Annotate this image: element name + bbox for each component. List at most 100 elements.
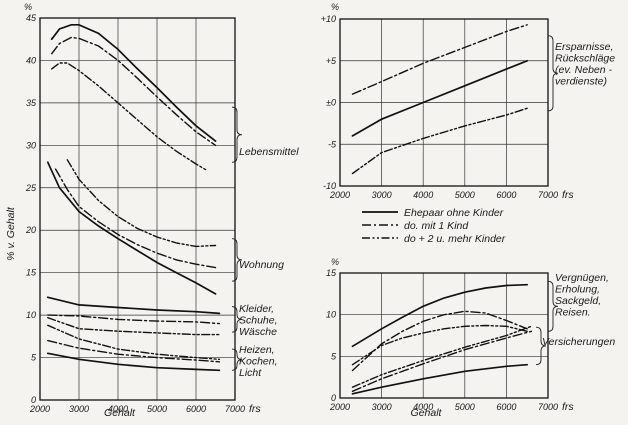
y-unit-label: % <box>24 2 32 12</box>
y-tick-label: ±0 <box>326 98 336 108</box>
y-tick-label: 15 <box>326 268 337 278</box>
grid <box>39 17 236 401</box>
series-line-dashdotdot <box>351 107 528 175</box>
series-line-solid <box>351 363 529 395</box>
x-axis-label: Gehalt <box>104 407 136 419</box>
series-line-dashdotdot <box>66 159 217 248</box>
y-tick-label: 10 <box>26 310 36 320</box>
series-line-dashdotdot <box>51 62 209 172</box>
x-tick-label: 5000 <box>147 404 167 414</box>
series-line-dashdot <box>351 330 533 392</box>
y-unit-label: % <box>331 257 339 267</box>
x-tick-label: 5000 <box>455 402 475 412</box>
y-tick-label: 15 <box>26 268 37 278</box>
series-group: Ersparnisse, Rückschläge (ev. Neben -verdi… <box>351 24 615 175</box>
y-tick-label: 5 <box>31 353 37 363</box>
plot-frame <box>339 272 549 399</box>
y-tick-label: +10 <box>321 14 336 24</box>
series-line-dashdotdot <box>351 325 533 388</box>
legend-label: Ehepaar ohne Kinder <box>404 207 504 219</box>
group-label: Versicherungen <box>542 336 615 348</box>
x-tick-label: 4000 <box>108 404 128 414</box>
y-tick-label: 35 <box>26 98 37 108</box>
series-group: Versicherungen <box>351 325 615 395</box>
x-tick-label: 4000 <box>413 190 433 200</box>
y-axis-label: % v. Gehalt <box>5 206 17 261</box>
series-line-dashdot <box>47 314 221 325</box>
panel-bottom-right: 2000 3000 4000 5000 6000 7000 frs 0 5 10 15% Gehalt… <box>326 257 615 419</box>
x-tick-label: 7000 <box>538 190 558 200</box>
group-label: Lebensmittel <box>239 146 299 158</box>
y-tick-label: 25 <box>25 183 37 193</box>
group-label: Kleider, Schuhe, Wäsche <box>239 303 278 338</box>
y-tick-label: -5 <box>328 139 337 149</box>
group-brace <box>231 306 243 333</box>
group-brace <box>231 106 243 163</box>
series-group: Vergnügen, Erholung, Sackgeld, Reisen. <box>351 272 609 372</box>
x-tick-label: 7000 <box>225 404 245 414</box>
x-tick-label: 2000 <box>329 190 350 200</box>
group-label: Ersparnisse, Rückschläge (ev. Neben -verdi… <box>555 41 615 88</box>
x-tick-label: 3000 <box>372 402 392 412</box>
group-brace <box>547 280 559 332</box>
x-tick-label: 6000 <box>186 404 206 414</box>
series-line-dashdot <box>47 339 221 363</box>
series-group: Wohnung <box>46 159 284 295</box>
y-unit-label: % <box>331 2 339 12</box>
y-tick-label: +5 <box>326 56 337 66</box>
series-line-dashdot <box>351 310 528 372</box>
panel-top-right: 2000 3000 4000 5000 6000 7000 frs -10 -5 ±0 +5 +10%… <box>321 2 616 201</box>
y-tick-label: 10 <box>326 310 336 320</box>
y-tick-label: 45 <box>26 13 37 23</box>
panel-left: 2000 3000 4000 5000 6000 7000 frs 0 5 10 15 20 25 30 3… <box>5 2 299 419</box>
y-tick-label: -10 <box>323 181 336 191</box>
y-tick-label: 20 <box>25 225 36 235</box>
x-tick-label: 4000 <box>413 402 433 412</box>
x-tick-label: 2000 <box>329 402 350 412</box>
x-tick-label: 3000 <box>372 190 392 200</box>
group-brace <box>231 348 243 371</box>
legend-label: do + 2 u. mehr Kinder <box>404 233 506 245</box>
series-line-solid <box>351 283 529 348</box>
group-brace <box>231 238 243 282</box>
y-tick-label: 0 <box>331 393 336 403</box>
series-group: Kleider, Schuhe, Wäsche <box>46 296 278 338</box>
series-line-dashdotdot <box>47 324 221 360</box>
series-line-dashdotdot <box>47 317 221 336</box>
series-group: Heizen, Kochen, Licht <box>46 324 278 379</box>
y-tick-label: 0 <box>31 395 36 405</box>
y-tick-label: 30 <box>26 140 36 150</box>
x-tick-label: 6000 <box>496 402 516 412</box>
series-line-dashdot <box>54 168 217 269</box>
series-line-solid <box>46 352 221 372</box>
x-unit-label: frs <box>562 189 574 201</box>
series-line-solid <box>46 161 217 295</box>
y-tick-label: 5 <box>331 351 337 361</box>
x-tick-label: 5000 <box>455 190 475 200</box>
series-line-solid <box>50 23 217 142</box>
group-brace <box>535 326 547 366</box>
grid <box>339 18 549 187</box>
x-tick-label: 3000 <box>69 404 89 414</box>
x-tick-label: 6000 <box>496 190 516 200</box>
x-axis-label: Gehalt <box>411 407 443 419</box>
series-line-dashdot <box>351 24 528 95</box>
group-brace <box>547 35 559 112</box>
group-label: Wohnung <box>239 259 284 271</box>
series-group: Lebensmittel <box>50 23 299 172</box>
x-unit-label: frs <box>249 403 261 415</box>
x-unit-label: frs <box>562 401 574 413</box>
plot-frame <box>39 17 236 401</box>
series-line-dashdotdot <box>351 324 528 366</box>
group-label: Vergnügen, Erholung, Sackgeld, Reisen. <box>555 272 609 319</box>
legend-label: do. mit 1 Kind <box>404 220 469 232</box>
plot-frame <box>339 18 549 187</box>
x-tick-label: 2000 <box>29 404 50 414</box>
series-line-solid <box>351 59 529 137</box>
series-line-solid <box>46 296 221 315</box>
x-tick-label: 7000 <box>538 402 558 412</box>
y-tick-label: 40 <box>26 55 36 65</box>
series-line-dashdot <box>51 36 217 146</box>
